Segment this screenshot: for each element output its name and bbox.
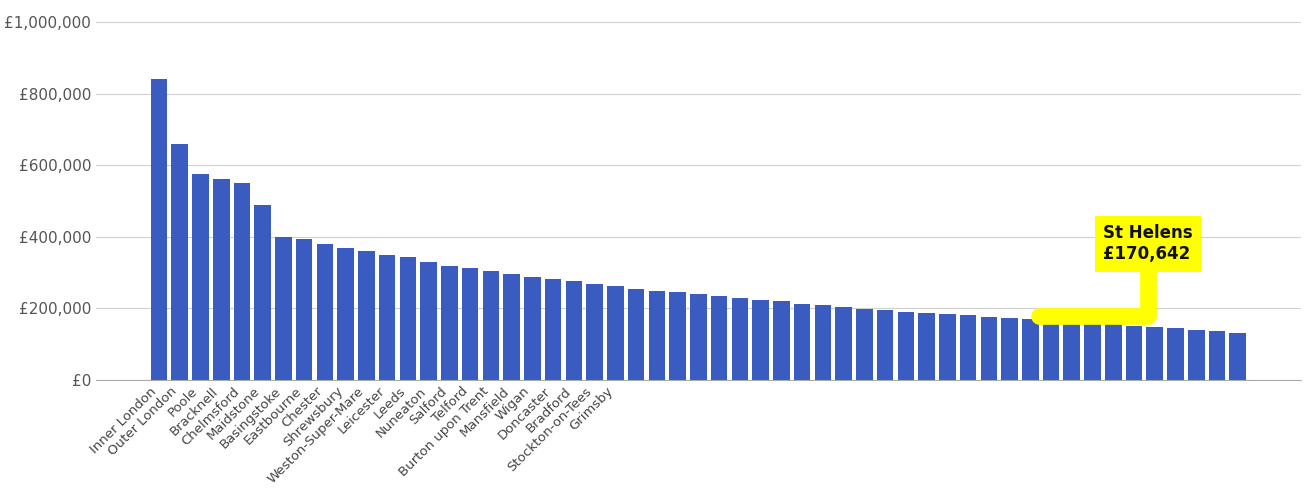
- Bar: [628, 289, 645, 380]
- Bar: [1126, 326, 1142, 380]
- Bar: [545, 279, 561, 380]
- Bar: [1208, 331, 1225, 380]
- Bar: [649, 291, 666, 380]
- Text: St Helens
£170,642: St Helens £170,642: [1039, 224, 1193, 316]
- Bar: [234, 183, 251, 380]
- Bar: [192, 174, 209, 380]
- Bar: [338, 248, 354, 380]
- Bar: [877, 310, 894, 380]
- Bar: [254, 205, 271, 380]
- Bar: [1147, 327, 1163, 380]
- Bar: [213, 179, 230, 380]
- Bar: [1167, 328, 1184, 380]
- Bar: [690, 294, 707, 380]
- Bar: [793, 304, 810, 380]
- Bar: [1043, 320, 1060, 380]
- Bar: [1105, 324, 1121, 380]
- Bar: [483, 271, 500, 380]
- Bar: [1064, 321, 1081, 380]
- Bar: [504, 274, 519, 380]
- Bar: [1229, 333, 1246, 380]
- Bar: [358, 251, 375, 380]
- Bar: [420, 262, 437, 380]
- Bar: [669, 293, 686, 380]
- Bar: [814, 305, 831, 380]
- Bar: [940, 314, 955, 380]
- Bar: [732, 298, 748, 380]
- Bar: [856, 309, 873, 380]
- Bar: [317, 244, 333, 380]
- Bar: [275, 237, 292, 380]
- Bar: [1084, 323, 1101, 380]
- Bar: [399, 257, 416, 380]
- Bar: [150, 79, 167, 380]
- Bar: [1022, 318, 1039, 380]
- Bar: [835, 307, 852, 380]
- Bar: [919, 313, 934, 380]
- Bar: [980, 317, 997, 380]
- Bar: [525, 277, 540, 380]
- Bar: [586, 284, 603, 380]
- Bar: [565, 281, 582, 380]
- Bar: [171, 144, 188, 380]
- Bar: [607, 286, 624, 380]
- Bar: [1188, 330, 1205, 380]
- Bar: [959, 316, 976, 380]
- Bar: [296, 239, 312, 380]
- Bar: [378, 255, 395, 380]
- Bar: [711, 296, 727, 380]
- Bar: [441, 266, 458, 380]
- Bar: [773, 301, 790, 380]
- Bar: [1001, 318, 1018, 380]
- Bar: [898, 312, 913, 380]
- Bar: [752, 300, 769, 380]
- Bar: [462, 268, 479, 380]
